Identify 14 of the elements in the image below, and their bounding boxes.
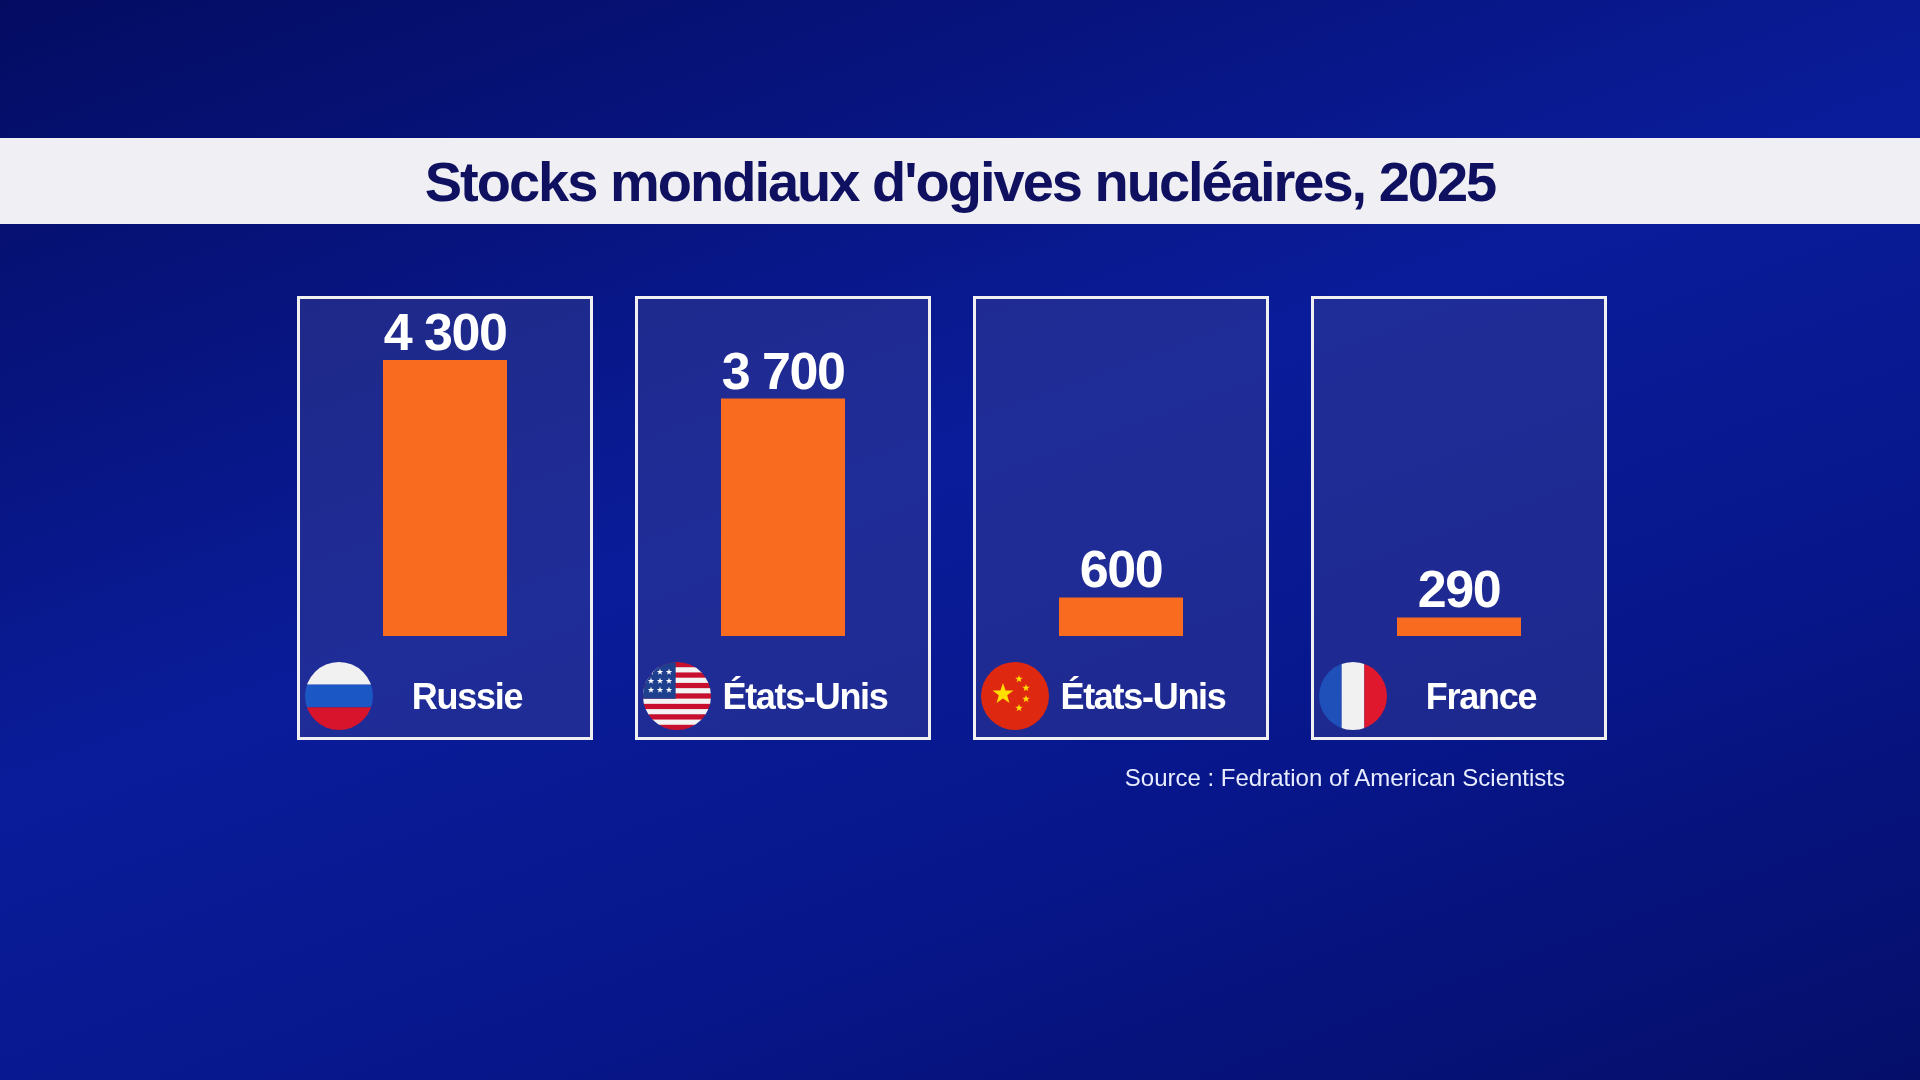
data-label: 4 300: [383, 303, 507, 361]
bar: [1059, 597, 1183, 636]
bar: [1397, 617, 1521, 636]
data-label: 3 700: [721, 341, 845, 400]
x-tick-label: États-Unis: [722, 676, 888, 717]
source-note: Source : Fedration of American Scientists: [1123, 764, 1565, 792]
data-label: 290: [1417, 560, 1501, 619]
data-label: 600: [1079, 540, 1163, 599]
x-tick-label: France: [1425, 676, 1537, 717]
bar: [383, 360, 507, 636]
bar: [721, 398, 845, 636]
chart-title: Stocks mondiaux d'ogives nucléaires, 2025: [424, 148, 1496, 214]
x-tick-label: États-Unis: [1060, 676, 1226, 717]
x-tick-label: Russie: [411, 676, 523, 717]
